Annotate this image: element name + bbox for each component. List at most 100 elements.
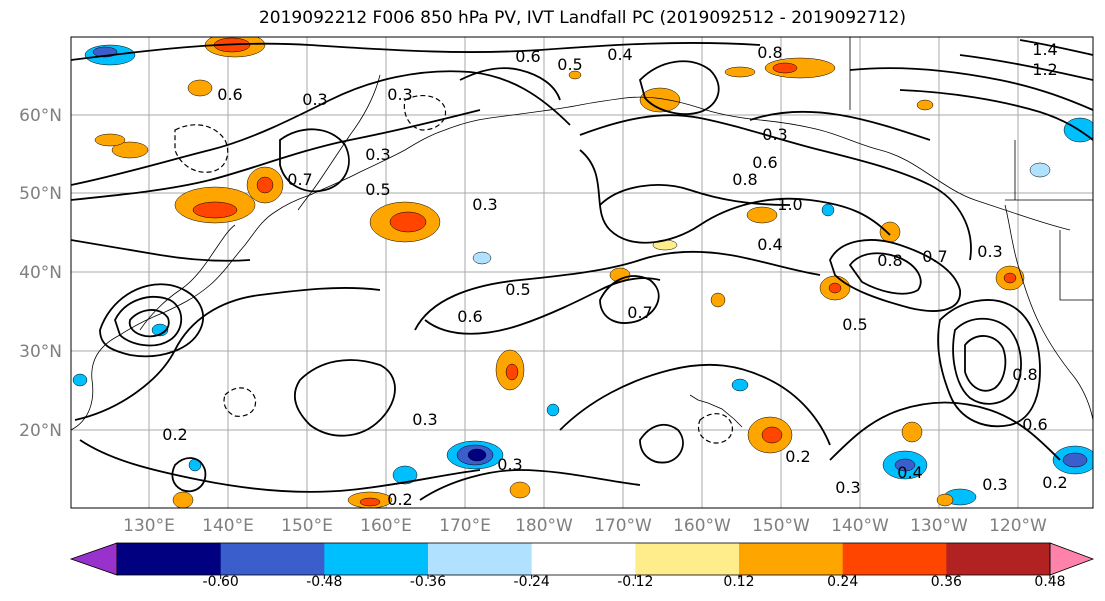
lon-label: 160°E — [360, 516, 412, 536]
contour-label: 0.3 — [835, 478, 860, 497]
pv-anomaly-patch — [1003, 272, 1017, 284]
pv-anomaly-patch — [94, 133, 126, 147]
pv-anomaly-patch — [710, 292, 726, 308]
contour-label: 0.4 — [607, 45, 632, 64]
ivt-contour — [71, 109, 481, 201]
colorbar-swatch — [220, 543, 325, 575]
pv-anomaly-patch — [187, 79, 213, 97]
ivt-contour — [937, 299, 1041, 428]
ivt-contour — [959, 54, 1093, 81]
contour-label: 0.3 — [982, 475, 1007, 494]
colorbar-swatch — [842, 543, 947, 575]
lat-label: 60°N — [19, 106, 62, 126]
colorbar-arrow-left — [69, 542, 118, 576]
latitude-labels: 60°N 50°N 40°N 30°N 20°N — [19, 106, 62, 441]
colorbar-tick-label: -0.12 — [617, 574, 653, 590]
contour-labels: 0.6 0.50.4 0.8 1.41.20.30.60.70.30.50.30.80… — [162, 40, 1067, 509]
contour-label: 0.2 — [387, 490, 412, 509]
contour-label: 0.2 — [1042, 473, 1067, 492]
ivt-contour — [848, 252, 922, 295]
ivt-contour — [829, 401, 1061, 461]
ivt-contour — [74, 287, 381, 421]
contour-label: 0.5 — [365, 180, 390, 199]
colorbar-tick-label: 0.48 — [1034, 574, 1065, 590]
colorbar-swatch — [428, 543, 533, 575]
pv-anomaly-patch — [392, 465, 418, 485]
pv-anomaly-patch — [467, 448, 487, 462]
colorbar-tick-label: 0.12 — [723, 574, 754, 590]
ivt-contour — [1019, 39, 1093, 56]
contour-label: 0.2 — [785, 447, 810, 466]
map-title: 2019092212 F006 850 hPa PV, IVT Landfall… — [258, 8, 906, 28]
colorbar-swatch — [324, 543, 429, 575]
pv-anomaly-patch — [256, 176, 274, 194]
contour-label: 0.7 — [922, 247, 947, 266]
contour-label: 0.2 — [162, 425, 187, 444]
pv-anomaly-patch — [821, 203, 835, 217]
coastline-japan — [139, 224, 236, 331]
ivt-contour-dashed — [223, 387, 257, 417]
lon-label: 130°W — [910, 516, 968, 536]
pv-anomaly-patch — [936, 493, 954, 507]
contour-label: 0.4 — [897, 463, 922, 482]
ivt-contour — [459, 67, 561, 101]
contour-label: 0.3 — [302, 90, 327, 109]
colorbar-ticks: -0.60 -0.48 -0.36 -0.24 -0.12 0.12 0.24 0.36 0.4… — [203, 574, 1066, 590]
ivt-contour — [71, 239, 251, 262]
pv-anomaly-patch — [568, 70, 582, 80]
contour-label: 0.3 — [412, 410, 437, 429]
pv-anomaly-patch — [505, 363, 519, 381]
ivt-contour — [639, 423, 684, 464]
pv-anomaly-patch — [731, 378, 749, 392]
ivt-contours — [71, 39, 1093, 501]
coastline-kamchatka — [297, 74, 381, 211]
coastline-north-america — [1004, 204, 1093, 421]
ivt-contour — [279, 128, 350, 193]
ivt-contour — [829, 239, 961, 312]
ivt-contour — [293, 359, 396, 437]
pv-anomaly-patch — [192, 201, 238, 219]
ivt-contour — [638, 60, 720, 115]
pv-anomaly-patch — [72, 373, 88, 387]
pv-anomaly-patch — [639, 87, 681, 113]
lat-label: 30°N — [19, 342, 62, 362]
ivt-contour — [579, 114, 972, 261]
contour-label: 0.6 — [1022, 415, 1047, 434]
contour-label: 0.7 — [627, 303, 652, 322]
colorbar-swatch — [739, 543, 844, 575]
ivt-contour-dashed — [403, 94, 447, 131]
lon-label: 150°W — [752, 516, 810, 536]
ivt-contour — [414, 250, 821, 331]
ivt-contour — [899, 89, 1093, 141]
lon-label: 160°W — [673, 516, 731, 536]
lon-label: 180°W — [515, 516, 573, 536]
colorbar-tick-label: 0.24 — [827, 574, 858, 590]
lon-label: 140°W — [831, 516, 889, 536]
contour-label: 0.6 — [752, 153, 777, 172]
graticule — [71, 37, 1093, 508]
ivt-contour — [128, 309, 170, 338]
contour-label: 0.8 — [877, 251, 902, 270]
pv-anomaly-patch — [828, 282, 842, 294]
contour-label: 0.3 — [365, 145, 390, 164]
pv-anomaly-patch — [389, 211, 427, 233]
ivt-contour — [599, 275, 660, 324]
ivt-contour-dashed — [174, 124, 229, 173]
colorbar-swatch — [117, 543, 222, 575]
pv-anomaly-patch — [546, 403, 560, 417]
pv-anomaly-patch — [1029, 162, 1051, 178]
contour-label: 0.3 — [497, 455, 522, 474]
lon-label: 170°W — [594, 516, 652, 536]
pv-anomaly-patch — [111, 141, 149, 159]
contour-label: 0.3 — [762, 125, 787, 144]
lat-label: 20°N — [19, 421, 62, 441]
pv-anomaly-patch — [172, 491, 194, 508]
contour-label: 1.0 — [777, 195, 802, 214]
ivt-contour — [952, 317, 1022, 405]
ivt-contour-dashed — [697, 413, 734, 444]
hawaii-islands — [689, 394, 743, 428]
pv-anomaly-patch — [772, 62, 798, 74]
colorbar-tick-label: -0.24 — [514, 574, 550, 590]
ivt-contour — [599, 184, 791, 206]
